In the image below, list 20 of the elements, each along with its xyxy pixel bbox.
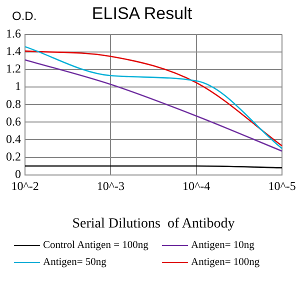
x-tick-label: 10^-2 bbox=[11, 179, 39, 194]
legend-label: Antigen= 100ng bbox=[191, 257, 260, 268]
y-tick-label: 1.4 bbox=[6, 44, 21, 58]
y-tick-label: 1.6 bbox=[6, 26, 21, 41]
legend-label: Antigen= 10ng bbox=[191, 240, 254, 251]
y-tick-label: 0.2 bbox=[6, 149, 21, 164]
y-axis-title: O.D. bbox=[12, 9, 37, 23]
legend-label: Control Antigen = 100ng bbox=[43, 240, 148, 251]
x-tick-label: 10^-4 bbox=[182, 179, 210, 194]
chart-title: ELISA Result bbox=[92, 4, 192, 23]
y-tick-label: 0.8 bbox=[6, 96, 21, 111]
y-tick-label: 0.4 bbox=[6, 132, 21, 146]
legend-label: Antigen= 50ng bbox=[43, 257, 106, 268]
y-tick-label: 1.2 bbox=[6, 62, 21, 76]
y-tick-label: 0.6 bbox=[6, 114, 21, 128]
y-tick-label: 0 bbox=[15, 166, 21, 181]
x-axis-title: Serial Dilutions of Antibody bbox=[72, 216, 235, 232]
y-tick-label: 1 bbox=[15, 79, 21, 94]
x-tick-label: 10^-5 bbox=[268, 179, 296, 194]
x-tick-label: 10^-3 bbox=[96, 179, 124, 194]
